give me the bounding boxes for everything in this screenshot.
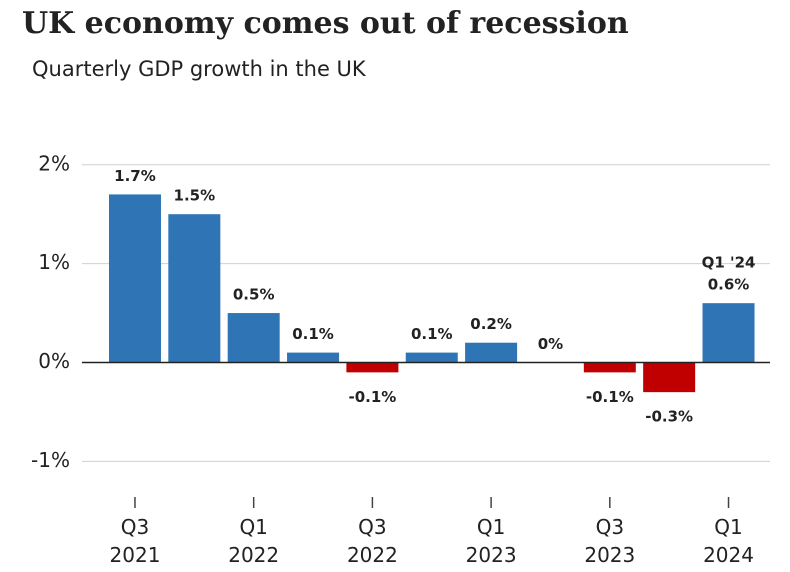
value-label: 0.5% xyxy=(233,286,275,304)
value-label: 0.1% xyxy=(411,325,453,343)
x-tick-label: Q1 2024 xyxy=(703,515,754,567)
bar xyxy=(287,352,340,363)
chart-subtitle: Quarterly GDP growth in the UK xyxy=(32,57,367,81)
value-label: 0% xyxy=(538,335,563,353)
bar xyxy=(583,362,636,373)
bar xyxy=(346,362,399,373)
bar xyxy=(643,362,696,393)
bar xyxy=(465,342,518,363)
value-label: 1.7% xyxy=(114,167,156,185)
value-label: 1.5% xyxy=(174,187,216,205)
x-tick-label: Q1 2022 xyxy=(228,515,279,567)
y-tick-label: 1% xyxy=(38,250,70,274)
value-label: 0.1% xyxy=(292,325,334,343)
x-tick-label: Q3 2022 xyxy=(347,515,398,567)
value-label: 0.2% xyxy=(470,315,512,333)
x-tick-label: Q3 2021 xyxy=(110,515,161,567)
chart-title: UK economy comes out of recession xyxy=(22,6,629,41)
bar xyxy=(108,194,161,363)
value-label: -0.1% xyxy=(586,388,634,406)
value-label: -0.3% xyxy=(645,408,693,426)
bar xyxy=(227,313,280,363)
bar xyxy=(702,303,755,363)
y-tick-label: 0% xyxy=(38,349,70,373)
y-tick-label: -1% xyxy=(31,448,70,472)
bar xyxy=(168,214,221,363)
value-label: 0.6% xyxy=(708,276,750,294)
value-label: -0.1% xyxy=(348,388,396,406)
annotation: Q1 '24 xyxy=(702,254,756,272)
bar xyxy=(405,352,458,363)
y-tick-label: 2% xyxy=(38,151,70,175)
x-tick-label: Q1 2023 xyxy=(466,515,517,567)
x-tick-label: Q3 2023 xyxy=(584,515,635,567)
